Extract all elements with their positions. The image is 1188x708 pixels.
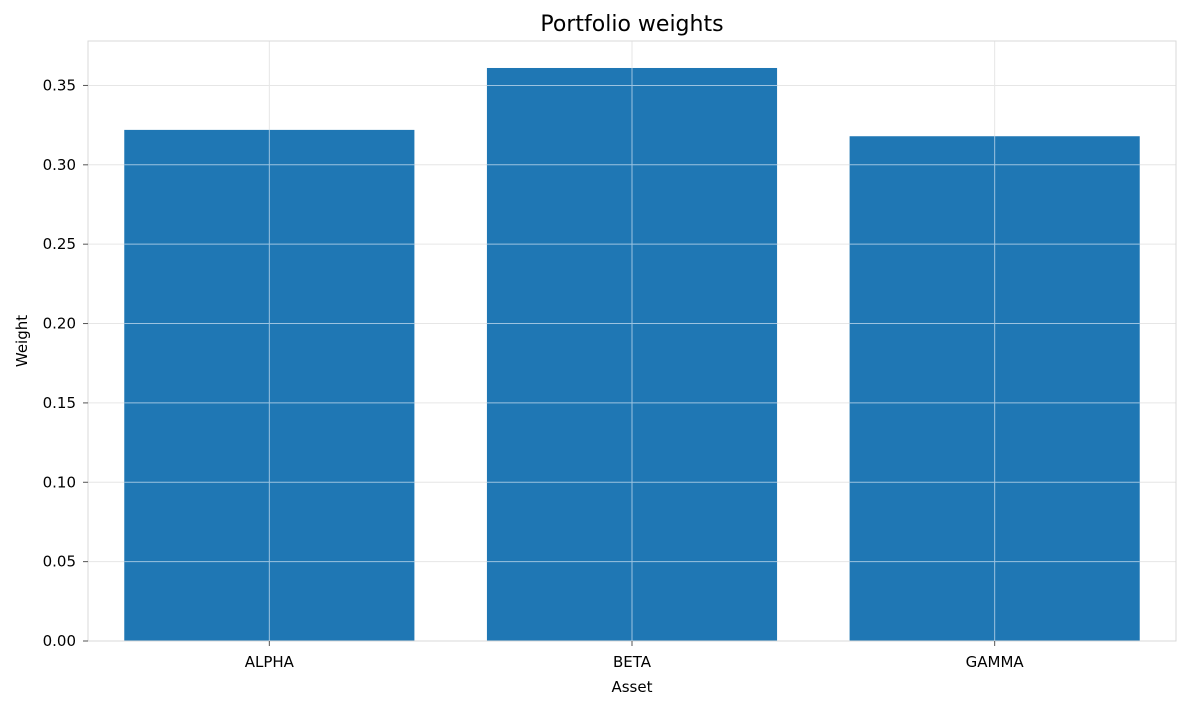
y-tick-label: 0.00 — [43, 632, 76, 650]
y-tick-label: 0.10 — [43, 473, 76, 491]
y-tick-label: 0.05 — [43, 553, 76, 571]
y-tick-label: 0.30 — [43, 156, 76, 174]
y-tick-label: 0.35 — [43, 76, 76, 94]
chart-title: Portfolio weights — [540, 12, 723, 37]
x-axis-label: Asset — [611, 678, 652, 696]
y-tick-label: 0.20 — [43, 315, 76, 333]
x-tick-label: BETA — [613, 653, 652, 671]
y-tick-label: 0.25 — [43, 235, 76, 253]
x-gridlines — [124, 41, 1140, 641]
y-tick-label: 0.15 — [43, 394, 76, 412]
x-tick-labels: ALPHA BETA GAMMA — [245, 641, 1025, 671]
x-tick-label: ALPHA — [245, 653, 295, 671]
x-tick-label: GAMMA — [966, 653, 1025, 671]
y-tick-labels: 0.00 0.05 0.10 0.15 0.20 0.25 0.30 0.35 — [43, 76, 88, 650]
y-axis-label: Weight — [13, 315, 31, 367]
